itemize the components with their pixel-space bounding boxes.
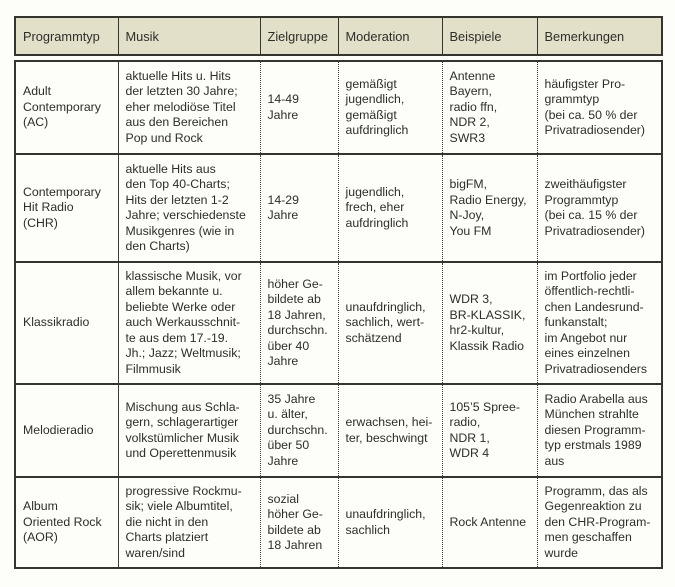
cell-programmtyp: Melodieradio [15,383,118,477]
cell-programmtyp: Klassikradio [15,261,118,384]
cell-zielgruppe: 14-49 Jahre [259,61,338,154]
cell-bemerkungen: Programm, das als Gegenreaktion zu den C… [536,476,662,568]
header-row: Programmtyp Musik Zielgruppe Moderation … [14,16,663,56]
column-header-zielgruppe: Zielgruppe [259,16,339,56]
cell-beispiele: WDR 3, BR-KLASSIK, hr2-kultur, Klassik R… [441,261,537,384]
cell-beispiele: bigFM, Radio Energy, N-Joy, You FM [441,153,537,262]
cell-programmtyp: Adult Contemporary (AC) [23,84,101,130]
cell-beispiele: 105’5 Spree- radio, NDR 1, WDR 4 [441,383,537,477]
cell-zielgruppe: 35 Jahre u. älter, durchschn. über 50 Ja… [259,383,338,477]
cell-moderation: jugendlich, frech, eher aufdringlich [337,153,442,262]
cell-moderation: unaufdringlich, sachlich, wert- schätzen… [337,261,442,384]
radio-program-types-table: Programmtyp Musik Zielgruppe Moderation … [14,16,663,569]
cell-bemerkungen: im Portfolio jeder öffentlich-rechtli- c… [536,261,662,384]
cell-moderation: erwachsen, hei- ter, beschwingt [337,383,442,477]
cell-bemerkungen: Radio Arabella aus München strahlte dies… [536,383,662,477]
cell-musik: aktuelle Hits aus den Top 40-Charts; Hit… [117,153,260,262]
cell-programmtyp: Contemporary Hit Radio (CHR) [15,153,118,262]
table-header: Programmtyp Musik Zielgruppe Moderation … [14,16,663,56]
cell-musik: klassische Musik, vor allem bekannte u. … [117,261,260,384]
cell-bemerkungen: zweithäufigster Programmtyp (bei ca. 15 … [536,153,662,262]
table-row-adult-contemporary: Adult Contemporary (AC) aktuelle Hits u.… [15,61,662,154]
cell-bemerkungen: häufigster Pro- grammtyp (bei ca. 50 % d… [536,61,662,154]
table-row-contemporary-hit-radio: Contemporary Hit Radio (CHR) aktuelle Hi… [15,153,662,262]
column-header-beispiele: Beispiele [441,16,538,56]
column-header-bemerkungen: Bemerkungen [536,16,663,56]
column-header-programmtyp: Programmtyp [14,16,119,56]
column-header-musik: Musik [117,16,261,56]
cell-moderation: unaufdringlich, sachlich [337,476,442,568]
cell-programmtyp: Album Oriented Rock (AOR) [15,476,118,568]
cell-beispiele: Antenne Bayern, radio ffn, NDR 2, SWR3 [441,61,537,154]
column-header-moderation: Moderation [337,16,443,56]
cell-moderation: gemäßigt jugendlich, gemäßigt aufdringli… [337,61,442,154]
cell-zielgruppe: sozial höher Ge- bildete ab 18 Jahren [259,476,338,568]
cell-beispiele: Rock Antenne [441,476,537,568]
cell-musik: progressive Rockmu- sik; viele Albumtite… [117,476,260,568]
table-body: Adult Contemporary (AC) aktuelle Hits u.… [14,60,663,569]
table-row-melodieradio: Melodieradio Mischung aus Schla- gern, s… [15,383,662,477]
cell-zielgruppe: höher Ge- bildete ab 18 Jahren, durchsch… [259,261,338,384]
cell-musik: Mischung aus Schla- gern, schlagerartige… [117,383,260,477]
table-row-klassikradio: Klassikradio klassische Musik, vor allem… [15,261,662,384]
cell-zielgruppe: 14-29 Jahre [259,153,338,262]
table-row-album-oriented-rock: Album Oriented Rock (AOR) progressive Ro… [15,476,662,568]
cell-musik: aktuelle Hits u. Hits der letzten 30 Jah… [117,61,260,154]
